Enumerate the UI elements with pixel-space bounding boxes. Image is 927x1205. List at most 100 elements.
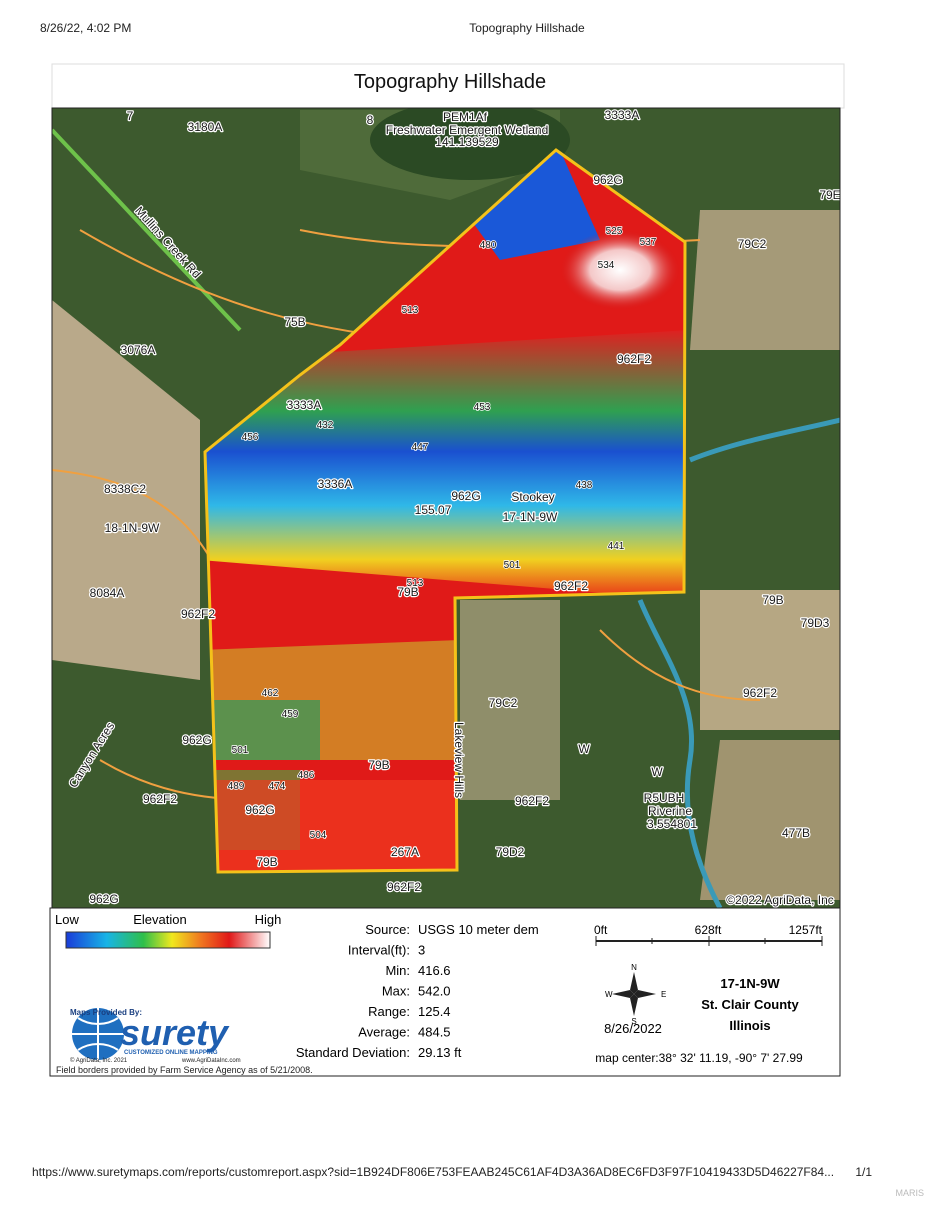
footer-url: https://www.suretymaps.com/reports/custo… <box>32 1165 834 1179</box>
contour-label: 537 <box>640 237 657 248</box>
legend-low: Low <box>55 912 79 927</box>
map-label: 477B <box>782 826 810 840</box>
logo-tagline: CUSTOMIZED ONLINE MAPPING <box>124 1050 218 1056</box>
map-label: R5UBH <box>644 791 685 805</box>
map-label: 962F2 <box>181 607 215 621</box>
map-label: 79B <box>762 593 783 607</box>
stat-value: 29.13 ft <box>418 1045 462 1060</box>
contour-label: 438 <box>576 480 593 491</box>
contour-label: 432 <box>317 420 334 431</box>
watermark: MARIS <box>895 1188 924 1198</box>
map-label: 3076A <box>121 343 156 357</box>
stat-label: Interval(ft): <box>348 943 410 958</box>
map-label: 79C2 <box>489 696 518 710</box>
contour-label: 474 <box>269 781 286 792</box>
contour-label: 462 <box>262 688 279 699</box>
contour-label: 513 <box>402 305 419 316</box>
report-date: 8/26/2022 <box>604 1021 662 1036</box>
stat-value: 484.5 <box>418 1025 451 1040</box>
stat-label: Range: <box>368 1004 410 1019</box>
map-label: 962G <box>182 733 211 747</box>
map-label: 79C2 <box>738 237 767 251</box>
contour-label: 480 <box>480 240 497 251</box>
scale-label: 628ft <box>695 923 722 937</box>
map-label: 962G <box>593 173 622 187</box>
map-label: 962F2 <box>143 792 177 806</box>
stat-label: Max: <box>382 984 410 999</box>
contour-label: 459 <box>282 709 299 720</box>
contour-label: 504 <box>310 830 327 841</box>
map-label: 267A <box>391 845 419 859</box>
map-label: Riverine <box>648 804 692 818</box>
scale-bar <box>595 936 823 946</box>
map-label: 962G <box>245 803 274 817</box>
map-label: 3336A <box>318 477 353 491</box>
map-label: 17-1N-9W <box>503 510 558 524</box>
map-label: 3180A <box>188 120 223 134</box>
legend-high: High <box>255 912 282 927</box>
map-label: 79E <box>819 188 840 202</box>
footer-page: 1/1 <box>855 1165 872 1179</box>
map-label: 3333A <box>287 398 322 412</box>
contour-label: 513 <box>407 578 424 589</box>
map-label: 962F2 <box>515 794 549 808</box>
contour-label: 447 <box>412 442 429 453</box>
contour-label: 489 <box>228 781 245 792</box>
stat-value: 542.0 <box>418 984 451 999</box>
field-note: Field borders provided by Farm Service A… <box>56 1065 313 1075</box>
logo-website: www.AgriDataInc.com <box>181 1058 241 1064</box>
map-label: 8084A <box>90 586 125 600</box>
scale-label: 0ft <box>594 923 608 937</box>
contour-label: 534 <box>598 260 615 271</box>
timestamp: 8/26/22, 4:02 PM <box>40 21 131 35</box>
stat-value: 125.4 <box>418 1004 451 1019</box>
map-label: 8338C2 <box>104 482 146 496</box>
map-label: 79B <box>256 855 277 869</box>
compass-n: N <box>631 963 637 972</box>
map-label: Freshwater Emergent Wetland <box>386 123 549 137</box>
map-label: 3.554801 <box>647 817 697 831</box>
map-label: W <box>651 765 663 779</box>
map-label: ©2022 AgriData, Inc <box>726 893 834 907</box>
map-label: Lakeview Hills <box>452 722 466 798</box>
map-label: 7 <box>127 109 134 123</box>
compass <box>612 972 656 1016</box>
contour-label: 525 <box>606 226 623 237</box>
contour-label: 441 <box>608 541 625 552</box>
page-title: Topography Hillshade <box>469 21 585 35</box>
location: Illinois <box>729 1018 770 1033</box>
map-label: 962G <box>451 489 480 503</box>
map-label: 962F2 <box>617 352 651 366</box>
compass-w: W <box>605 990 613 999</box>
map-label: 3333A <box>605 108 640 122</box>
logo <box>72 1008 124 1060</box>
map-label: 79B <box>368 758 389 772</box>
map-label: 141.139529 <box>435 135 499 149</box>
logo-copyright: © AgriData, Inc. 2021 <box>70 1057 128 1064</box>
map-label: W <box>578 742 590 756</box>
map-label: 962G <box>89 892 118 906</box>
map-label: Stookey <box>511 490 554 504</box>
legend-ramp <box>65 931 271 949</box>
map-center: map center:38° 32' 11.19, -90° 7' 27.99 <box>595 1051 803 1065</box>
title-box <box>51 63 845 109</box>
map-label: 79D2 <box>496 845 525 859</box>
map-label: 962F2 <box>387 880 421 894</box>
stat-value: 416.6 <box>418 963 451 978</box>
contour-label: 501 <box>504 560 521 571</box>
compass-e: E <box>661 990 666 999</box>
map-label: PEM1Af <box>443 110 488 124</box>
map-label: 75B <box>284 315 305 329</box>
stat-value: 3 <box>418 943 425 958</box>
map-label: 18-1N-9W <box>105 521 160 535</box>
compass-s: S <box>631 1017 636 1026</box>
map-label: 962F2 <box>554 579 588 593</box>
map-label: 79D3 <box>801 616 830 630</box>
contour-label: 486 <box>298 770 315 781</box>
contour-label: 501 <box>232 745 249 756</box>
location: 17-1N-9W <box>720 976 780 991</box>
legend-title: Elevation <box>133 912 186 927</box>
map-label: 962F2 <box>743 686 777 700</box>
stat-label: Min: <box>385 963 410 978</box>
